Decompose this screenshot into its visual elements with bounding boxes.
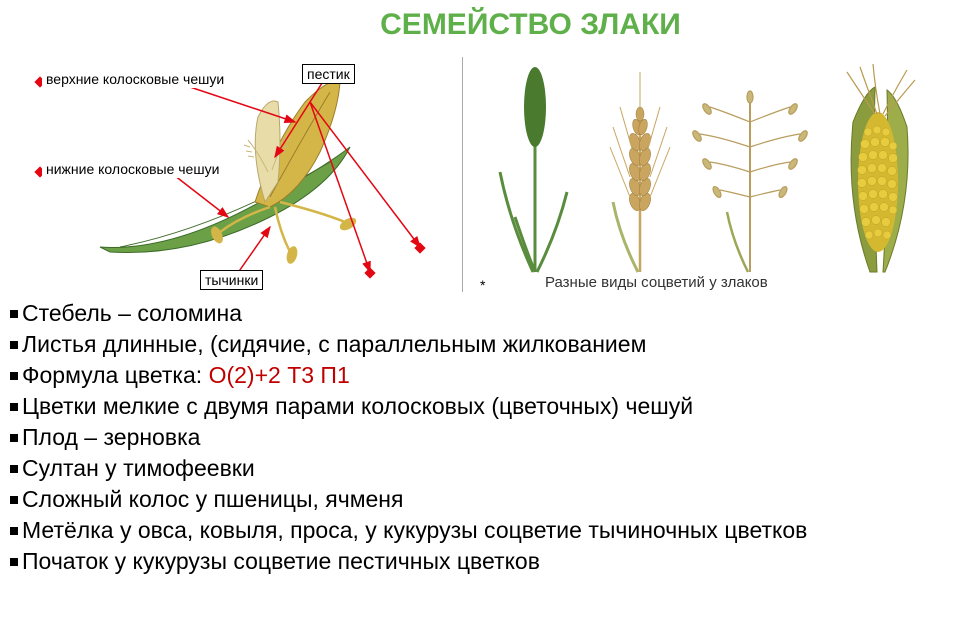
label-bottom-scales: нижние колосковые чешуи (42, 160, 223, 178)
list-item: Формула цветка: О(2)+2 Т3 П1 (10, 360, 950, 391)
timothy-plant (500, 67, 567, 272)
list-item: Листья длинные, (сидячие, с параллельным… (10, 329, 950, 360)
formula-prefix: Формула цветка: (22, 362, 209, 388)
label-top-scales: верхние колосковые чешуи (42, 70, 228, 88)
asterisk-char: * (480, 277, 485, 293)
bullet-text: Початок у кукурузы соцветие пестичных цв… (22, 546, 950, 577)
inflorescence-types-panel: * Разные виды соцветий у злаков (475, 52, 945, 302)
bullet-text: Плод – зерновка (22, 422, 950, 453)
list-item: Цветки мелкие с двумя парами колосковых … (10, 391, 950, 422)
bullet-icon (10, 310, 18, 318)
characteristics-list: Стебель – соломина Листья длинные, (сидя… (10, 298, 950, 577)
label-text: нижние колосковые чешуи (46, 161, 219, 177)
diagram-area: верхние колосковые чешуи пестик нижние к… (0, 42, 961, 302)
bullet-icon (10, 434, 18, 442)
caption-text: Разные виды соцветий у злаков (545, 274, 768, 291)
list-item: Султан у тимофеевки (10, 453, 950, 484)
label-text: пестик (307, 66, 350, 82)
page-title: СЕМЕЙСТВО ЗЛАКИ (100, 8, 961, 42)
flower-formula: О(2)+2 Т3 П1 (209, 362, 350, 388)
label-text: тычинки (205, 272, 258, 288)
plants-caption: Разные виды соцветий у злаков (545, 274, 768, 291)
list-item: Плод – зерновка (10, 422, 950, 453)
bullet-icon (10, 465, 18, 473)
bullet-text: Стебель – соломина (22, 298, 950, 329)
wheat-plant (610, 72, 670, 272)
label-stamens: тычинки (200, 270, 263, 290)
corn-plant (847, 64, 915, 272)
bullet-text: Формула цветка: О(2)+2 Т3 П1 (22, 360, 950, 391)
bullet-text: Султан у тимофеевки (22, 453, 950, 484)
label-pistil: пестик (302, 64, 355, 84)
list-item: Стебель – соломина (10, 298, 950, 329)
list-item: Сложный колос у пшеницы, ячменя (10, 484, 950, 515)
bullet-text: Листья длинные, (сидячие, с параллельным… (22, 329, 950, 360)
flower-structure-diagram: верхние колосковые чешуи пестик нижние к… (20, 52, 460, 302)
oat-plant (691, 91, 809, 272)
bullet-icon (10, 372, 18, 380)
list-item: Початок у кукурузы соцветие пестичных цв… (10, 546, 950, 577)
bullet-text: Сложный колос у пшеницы, ячменя (22, 484, 950, 515)
bullet-text: Метёлка у овса, ковыля, проса, у кукуруз… (22, 515, 950, 546)
vertical-divider (462, 57, 463, 292)
bullet-icon (10, 341, 18, 349)
asterisk: * (480, 277, 485, 293)
label-text: верхние колосковые чешуи (46, 71, 224, 87)
bullet-icon (10, 558, 18, 566)
bullet-icon (10, 496, 18, 504)
bullet-icon (10, 403, 18, 411)
bullet-text: Цветки мелкие с двумя парами колосковых … (22, 391, 950, 422)
plants-svg (475, 52, 945, 302)
bullet-icon (10, 527, 18, 535)
title-text: СЕМЕЙСТВО ЗЛАКИ (380, 8, 681, 41)
list-item: Метёлка у овса, ковыля, проса, у кукуруз… (10, 515, 950, 546)
